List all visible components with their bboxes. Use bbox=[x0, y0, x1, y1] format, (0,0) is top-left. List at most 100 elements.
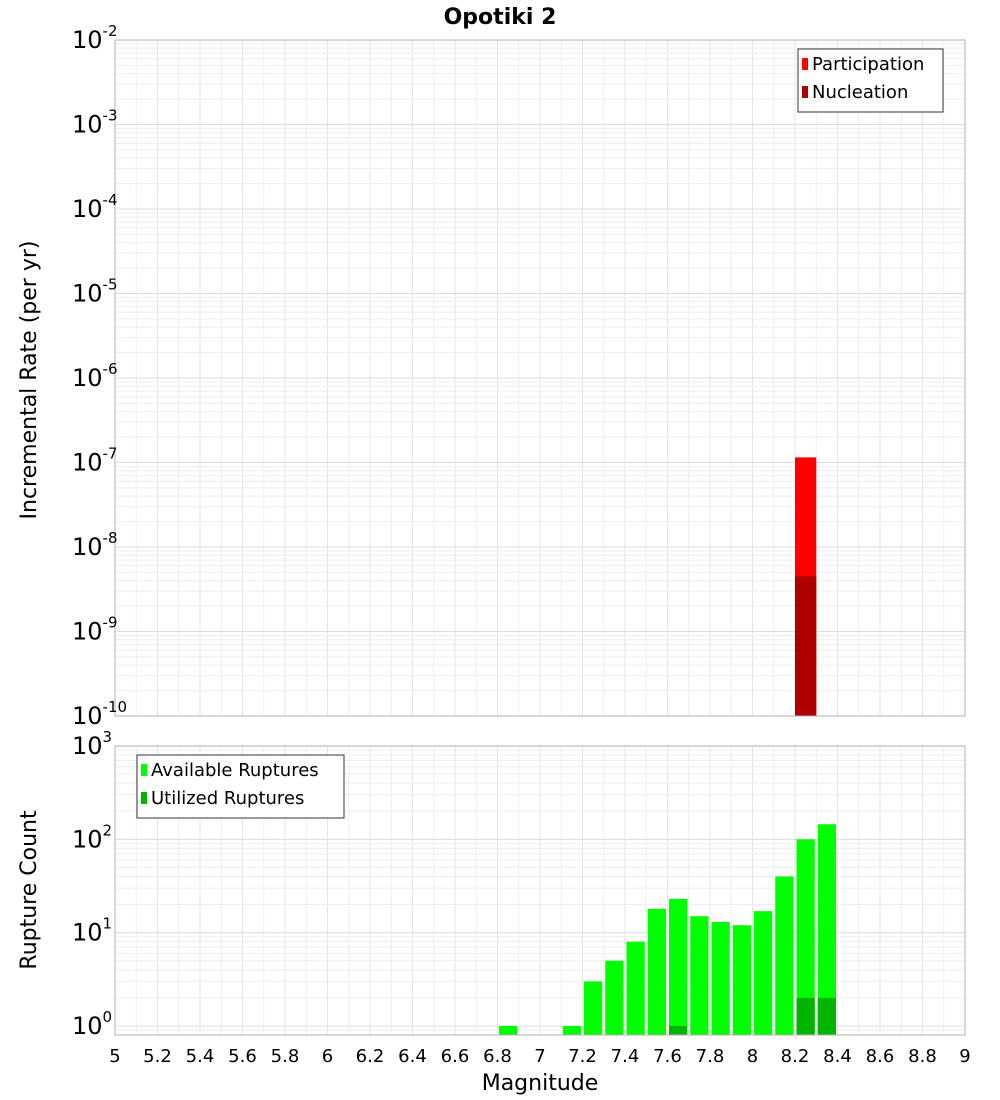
y-tick-base: 10 bbox=[72, 280, 103, 308]
x-tick-label: 6.6 bbox=[441, 1046, 470, 1067]
x-tick-label: 8.2 bbox=[781, 1046, 810, 1067]
bar-available-ruptures bbox=[711, 922, 730, 1035]
bar-available-ruptures bbox=[775, 876, 794, 1035]
rate-bars bbox=[114, 39, 966, 717]
x-tick-label: 6.8 bbox=[483, 1046, 512, 1067]
y-tick-exponent: 2 bbox=[103, 821, 113, 839]
y-tick-base: 10 bbox=[72, 364, 103, 392]
x-tick-label: 6 bbox=[322, 1046, 333, 1067]
x-tick-label: 7.4 bbox=[611, 1046, 640, 1067]
bar-available-ruptures bbox=[605, 960, 624, 1035]
bar-available-ruptures bbox=[669, 898, 688, 1035]
legend-swatch-utilized bbox=[141, 792, 147, 804]
y-tick-label: 10-6 bbox=[72, 360, 118, 392]
x-tick-label: 8.8 bbox=[908, 1046, 937, 1067]
x-tick-label: 5.6 bbox=[228, 1046, 257, 1067]
y-tick-exponent: -6 bbox=[103, 360, 118, 378]
bar-nucleation bbox=[795, 576, 817, 716]
count-legend-box bbox=[136, 754, 345, 819]
rate-legend: Participation Nucleation bbox=[797, 48, 944, 113]
bar-available-ruptures bbox=[499, 1025, 518, 1035]
x-tick-label: 5.2 bbox=[143, 1046, 172, 1067]
x-tick-label: 6.2 bbox=[356, 1046, 385, 1067]
plot-border bbox=[114, 39, 966, 717]
legend-label-utilized: Utilized Ruptures bbox=[151, 788, 304, 809]
y-tick-exponent: -7 bbox=[103, 445, 118, 463]
legend-label-nucleation: Nucleation bbox=[812, 82, 908, 103]
bar-available-ruptures bbox=[562, 1025, 581, 1035]
bar-available-ruptures bbox=[647, 908, 666, 1035]
x-tick-label: 7.2 bbox=[568, 1046, 597, 1067]
y-tick-exponent: -10 bbox=[103, 698, 128, 716]
bar-utilized-ruptures bbox=[796, 997, 815, 1035]
bar-utilized-ruptures bbox=[669, 1025, 688, 1035]
y-tick-exponent: -5 bbox=[103, 276, 118, 294]
legend-swatch-nucleation bbox=[802, 86, 808, 98]
y-tick-base: 10 bbox=[72, 1012, 103, 1040]
plot-border bbox=[114, 745, 966, 1036]
y-tick-base: 10 bbox=[72, 195, 103, 223]
y-tick-exponent: -8 bbox=[103, 529, 118, 547]
bar-available-ruptures bbox=[796, 839, 815, 1035]
y-tick-exponent: -9 bbox=[103, 614, 118, 632]
x-tick-label: 9 bbox=[959, 1046, 970, 1067]
y-tick-label: 10-8 bbox=[72, 529, 118, 561]
legend-swatch-participation bbox=[802, 58, 808, 70]
x-tick-label: 8 bbox=[747, 1046, 758, 1067]
y-tick-label: 101 bbox=[72, 915, 112, 947]
y-tick-exponent: -2 bbox=[103, 22, 118, 40]
x-tick-label: 7 bbox=[534, 1046, 545, 1067]
y-tick-base: 10 bbox=[72, 825, 103, 853]
x-tick-label: 8.6 bbox=[866, 1046, 895, 1067]
y-tick-label: 10-3 bbox=[72, 107, 118, 139]
y-tick-label: 102 bbox=[72, 821, 112, 853]
y-tick-base: 10 bbox=[72, 533, 103, 561]
x-tick-label: 6.4 bbox=[398, 1046, 427, 1067]
rate-gridlines bbox=[114, 40, 966, 717]
y-tick-label: 10-10 bbox=[72, 698, 127, 730]
bar-available-ruptures bbox=[817, 824, 836, 1035]
x-tick-label: 5.4 bbox=[186, 1046, 215, 1067]
y-tick-label: 10-2 bbox=[72, 22, 118, 54]
bar-available-ruptures bbox=[584, 981, 603, 1035]
x-tick-label: 5.8 bbox=[271, 1046, 300, 1067]
y-tick-base: 10 bbox=[72, 26, 103, 54]
y-tick-label: 10-4 bbox=[72, 191, 118, 223]
bar-available-ruptures bbox=[690, 916, 709, 1035]
legend-label-available: Available Ruptures bbox=[151, 760, 319, 781]
y-tick-base: 10 bbox=[72, 111, 103, 139]
bar-utilized-ruptures bbox=[817, 997, 836, 1035]
y-tick-exponent: 3 bbox=[103, 728, 113, 746]
count-y-axis-label: Rupture Count bbox=[17, 810, 42, 970]
y-tick-label: 103 bbox=[72, 728, 112, 760]
rate-y-axis-label: Incremental Rate (per yr) bbox=[17, 241, 42, 520]
legend-label-participation: Participation bbox=[812, 54, 924, 75]
y-tick-label: 100 bbox=[72, 1008, 112, 1040]
y-tick-base: 10 bbox=[72, 919, 103, 947]
y-tick-label: 10-5 bbox=[72, 276, 118, 308]
x-tick-label: 7.8 bbox=[696, 1046, 725, 1067]
y-tick-exponent: 0 bbox=[103, 1008, 113, 1026]
y-tick-label: 10-9 bbox=[72, 614, 118, 646]
x-axis-label: Magnitude bbox=[482, 1071, 599, 1096]
x-axis-ticks: 5 5.2 5.4 5.6 5.8 6 6.2 6.4 6.6 6.8 7 7.2 7.4 7.6 7.8 8… bbox=[109, 1046, 970, 1067]
y-tick-base: 10 bbox=[72, 732, 103, 760]
bar-available-ruptures bbox=[626, 941, 645, 1035]
y-tick-base: 10 bbox=[72, 449, 103, 477]
y-tick-exponent: 1 bbox=[103, 915, 113, 933]
y-tick-label: 10-7 bbox=[72, 445, 118, 477]
legend-swatch-available bbox=[141, 764, 147, 776]
y-tick-exponent: -3 bbox=[103, 107, 118, 125]
x-tick-label: 8.4 bbox=[823, 1046, 852, 1067]
x-tick-label: 7.6 bbox=[653, 1046, 682, 1067]
y-tick-base: 10 bbox=[72, 702, 103, 730]
bar-available-ruptures bbox=[754, 911, 773, 1035]
rate-legend-box bbox=[797, 48, 944, 113]
count-legend: Available Ruptures Utilized Ruptures bbox=[136, 754, 345, 819]
count-bars bbox=[114, 745, 966, 1036]
